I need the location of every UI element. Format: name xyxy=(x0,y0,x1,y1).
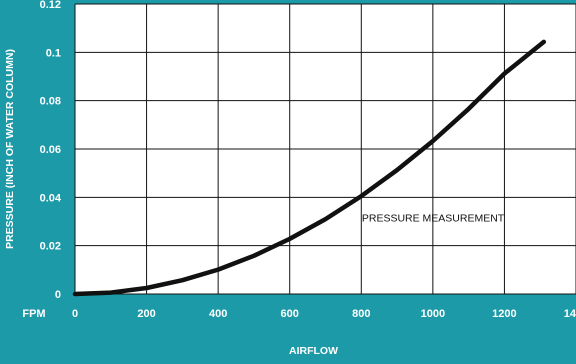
y-tick-label: 0.04 xyxy=(40,192,62,204)
series-group xyxy=(72,39,547,297)
series-line-pressure xyxy=(72,39,547,297)
x-tick-label: 1000 xyxy=(421,308,445,320)
y-tick-label: 0 xyxy=(55,289,61,301)
grid-lines xyxy=(74,3,576,295)
y-tick-label: 0.06 xyxy=(40,144,61,156)
y-axis-title: PRESSURE (INCH OF WATER COLUMN) xyxy=(4,49,16,249)
x-tick-label: 1200 xyxy=(492,308,516,320)
y-tick-label: 0.1 xyxy=(46,47,61,59)
x-tick-label: 400 xyxy=(209,308,227,320)
x-axis-title: AIRFLOW xyxy=(289,345,338,357)
y-tick-label: 0.12 xyxy=(40,0,61,11)
annotation-pressure-measurement: PRESSURE MEASUREMENT xyxy=(362,213,505,225)
y-tick-label: 0.02 xyxy=(40,241,61,253)
x-unit-label: FPM xyxy=(22,308,45,320)
x-tick-label: 0 xyxy=(72,308,78,320)
x-tick-label: 200 xyxy=(137,308,155,320)
x-tick-label: 800 xyxy=(352,308,370,320)
x-tick-label: 600 xyxy=(281,308,299,320)
y-tick-label: 0.08 xyxy=(40,96,61,108)
